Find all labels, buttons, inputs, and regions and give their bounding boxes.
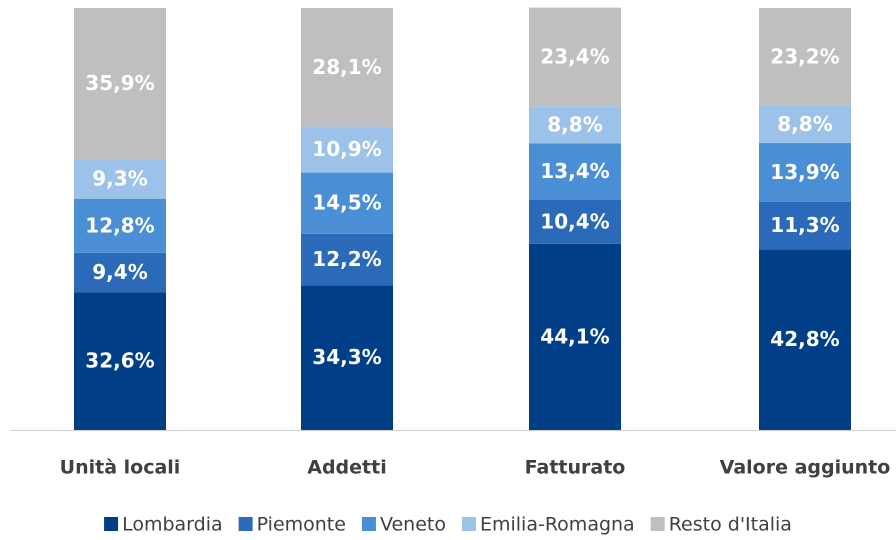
data-label: 42,8%	[770, 327, 839, 351]
legend-swatch	[361, 517, 376, 531]
bar-segment	[301, 285, 393, 430]
legend-label: Emilia-Romagna	[480, 514, 635, 536]
bar-segment	[759, 249, 851, 430]
bar-segment	[529, 106, 621, 144]
legend-label: Veneto	[380, 514, 446, 536]
x-tick-label: Valore aggiunto	[720, 457, 891, 479]
data-label: 8,8%	[547, 112, 602, 136]
data-label: 35,9%	[85, 71, 154, 95]
bar-segment	[529, 243, 621, 430]
bar-segment	[301, 8, 393, 127]
x-tick-label: Unità locali	[60, 457, 181, 479]
legend-swatch	[650, 517, 665, 531]
bar-segment	[759, 105, 851, 144]
bar-segment	[74, 198, 166, 253]
legend-swatch	[461, 517, 476, 531]
data-label: 14,5%	[312, 191, 381, 215]
data-label: 23,2%	[770, 44, 839, 68]
bar-segment	[74, 8, 166, 160]
bar-segment	[529, 200, 621, 244]
data-label: 12,8%	[85, 213, 154, 237]
bar-segment	[759, 143, 851, 202]
data-label: 9,4%	[92, 260, 147, 284]
bar-segment	[74, 252, 166, 293]
x-tick-label: Addetti	[307, 457, 386, 479]
data-label: 13,4%	[540, 159, 609, 183]
data-label: 44,1%	[540, 324, 609, 348]
legend-swatch	[238, 517, 253, 531]
bar-segment	[529, 7, 621, 107]
data-label: 11,3%	[770, 213, 839, 237]
bar-segment	[74, 159, 166, 199]
data-label: 12,2%	[312, 247, 381, 271]
bar-segment	[529, 143, 621, 201]
data-label: 10,9%	[312, 137, 381, 161]
data-label: 8,8%	[777, 112, 832, 136]
bar-segment	[74, 292, 166, 430]
x-tick-label: Fatturato	[525, 457, 626, 479]
bar-segment	[759, 201, 851, 250]
data-label: 13,9%	[770, 160, 839, 184]
bar-segment	[759, 8, 851, 106]
legend-label: Resto d'Italia	[669, 514, 792, 536]
bar-segment	[301, 126, 393, 173]
data-label: 28,1%	[312, 55, 381, 79]
data-label: 9,3%	[92, 167, 147, 191]
legend-label: Piemonte	[257, 514, 346, 536]
data-label: 32,6%	[85, 349, 154, 373]
data-label: 10,4%	[540, 209, 609, 233]
legend-swatch	[104, 517, 119, 531]
bar-segment	[301, 172, 393, 234]
data-label: 23,4%	[540, 44, 609, 68]
data-label: 34,3%	[312, 345, 381, 369]
bar-segment	[301, 233, 393, 286]
legend-label: Lombardia	[122, 514, 223, 536]
